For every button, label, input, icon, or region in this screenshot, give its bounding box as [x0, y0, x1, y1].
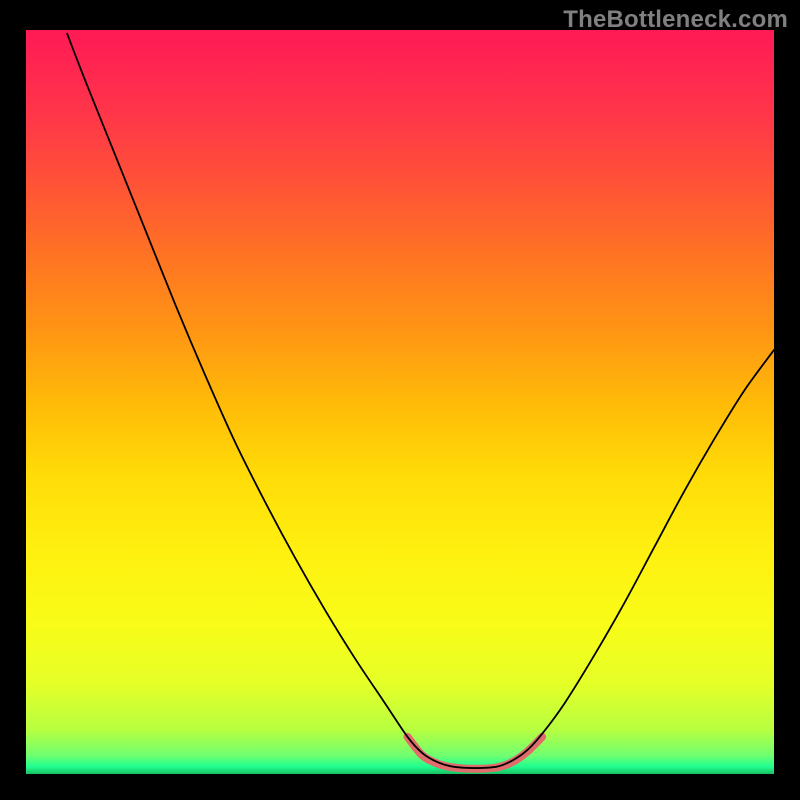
chart-root: TheBottleneck.com — [0, 0, 800, 800]
bottleneck-curve-chart — [0, 0, 800, 800]
border-left — [0, 0, 26, 800]
plot-background — [26, 30, 774, 774]
border-bottom — [0, 774, 800, 800]
border-right — [774, 0, 800, 800]
watermark-label: TheBottleneck.com — [563, 6, 788, 34]
